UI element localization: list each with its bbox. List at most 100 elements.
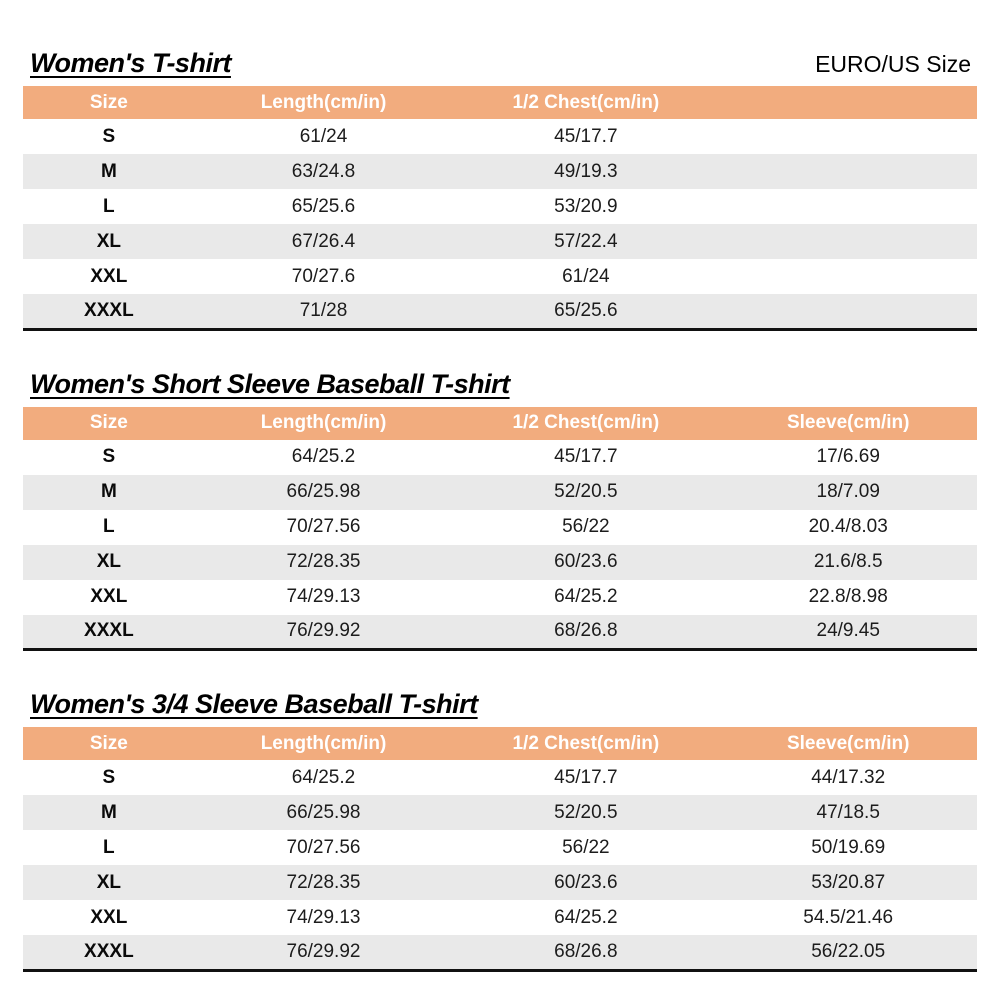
- value-cell: 64/25.2: [554, 586, 618, 607]
- value-cell: 72/28.35: [286, 871, 361, 893]
- value-cell: 56/22: [562, 516, 610, 537]
- size-table-womens-tshirt: Size Length(cm/in) 1/2 Chest(cm/in) S 61/24 4…: [23, 86, 977, 331]
- column-header: 1/2 Chest(cm/in): [452, 727, 720, 760]
- size-cell: XXL: [90, 265, 128, 287]
- value-cell: 45/17.7: [554, 446, 618, 467]
- size-table-short-sleeve-baseball: Size Length(cm/in) 1/2 Chest(cm/in) Sleeve(…: [23, 406, 977, 651]
- value-cell: 18/7.09: [816, 481, 880, 502]
- table-title: Women's Short Sleeve Baseball T-shirt: [30, 368, 510, 399]
- value-cell: [719, 294, 977, 329]
- value-cell: 50/19.69: [811, 836, 886, 858]
- header-row: Size Length(cm/in) 1/2 Chest(cm/in) Sleeve(…: [23, 406, 977, 440]
- title-row: Women's T-shirt EURO/US Size: [23, 48, 977, 79]
- value-cell: 45/17.7: [554, 766, 618, 788]
- section-three-quarter-sleeve-baseball: Women's 3/4 Sleeve Baseball T-shirt Size…: [23, 689, 977, 972]
- size-cell: S: [102, 446, 116, 467]
- table-row: S 64/25.2 45/17.7 44/17.32: [23, 760, 977, 795]
- value-cell: [719, 259, 977, 294]
- column-header: Sleeve(cm/in): [719, 406, 977, 440]
- column-header: Length(cm/in): [194, 86, 453, 119]
- value-cell: 65/25.6: [554, 299, 618, 321]
- value-cell: 66/25.98: [286, 481, 361, 502]
- value-cell: [719, 224, 977, 259]
- column-header: Size: [23, 86, 195, 119]
- value-cell: 57/22.4: [554, 230, 618, 252]
- size-cell: XXXL: [84, 299, 134, 321]
- size-cell: XL: [96, 551, 121, 572]
- value-cell: 20.4/8.03: [808, 516, 888, 537]
- value-cell: 49/19.3: [554, 160, 618, 182]
- value-cell: 68/26.8: [554, 620, 618, 642]
- table-row: M 66/25.98 52/20.5 18/7.09: [23, 474, 977, 510]
- value-cell: 52/20.5: [554, 481, 618, 502]
- value-cell: 53/20.9: [554, 195, 618, 217]
- value-cell: [719, 189, 977, 224]
- header-row: Size Length(cm/in) 1/2 Chest(cm/in): [23, 86, 977, 119]
- size-table-three-quarter-sleeve-baseball: Size Length(cm/in) 1/2 Chest(cm/in) Sleeve(…: [23, 727, 977, 972]
- table-row: XXXL 71/28 65/25.6: [23, 294, 977, 329]
- value-cell: 61/24: [299, 125, 348, 147]
- column-header: Sleeve(cm/in): [719, 727, 977, 760]
- value-cell: 45/17.7: [554, 125, 618, 147]
- value-cell: 70/27.56: [286, 836, 361, 858]
- value-cell: 72/28.35: [286, 551, 361, 572]
- column-header: 1/2 Chest(cm/in): [452, 86, 720, 119]
- value-cell: 64/25.2: [291, 766, 356, 788]
- size-cell: S: [102, 125, 116, 147]
- size-cell: L: [103, 195, 115, 217]
- column-header-empty: [719, 86, 977, 119]
- value-cell: 65/25.6: [291, 195, 356, 217]
- value-cell: 22.8/8.98: [808, 586, 888, 607]
- size-cell: M: [100, 481, 117, 502]
- table-row: S 61/24 45/17.7: [23, 119, 977, 154]
- size-cell: XL: [96, 230, 121, 252]
- unit-system-label: EURO/US Size: [815, 51, 971, 77]
- table-row: XL 67/26.4 57/22.4: [23, 224, 977, 259]
- size-cell: M: [100, 801, 117, 823]
- value-cell: 71/28: [299, 299, 348, 321]
- size-cell: S: [102, 766, 116, 788]
- section-short-sleeve-baseball: Women's Short Sleeve Baseball T-shirt Si…: [23, 369, 977, 651]
- value-cell: 68/26.8: [554, 940, 618, 962]
- table-row: XXXL 76/29.92 68/26.8 24/9.45: [23, 614, 977, 650]
- size-cell: XXXL: [84, 620, 134, 642]
- value-cell: 64/25.2: [291, 446, 356, 467]
- value-cell: 61/24: [562, 265, 610, 287]
- column-header: 1/2 Chest(cm/in): [452, 406, 720, 440]
- value-cell: 74/29.13: [286, 586, 361, 607]
- value-cell: 74/29.13: [286, 906, 361, 928]
- table-title: Women's 3/4 Sleeve Baseball T-shirt: [30, 689, 478, 719]
- column-header: Length(cm/in): [194, 727, 453, 760]
- table-row: XXL 70/27.6 61/24: [23, 259, 977, 294]
- value-cell: 17/6.69: [816, 446, 880, 467]
- table-row: M 66/25.98 52/20.5 47/18.5: [23, 795, 977, 830]
- table-row: XXL 74/29.13 64/25.2 22.8/8.98: [23, 580, 977, 615]
- value-cell: 21.6/8.5: [813, 551, 883, 572]
- value-cell: 66/25.98: [286, 801, 361, 823]
- title-row: Women's Short Sleeve Baseball T-shirt: [23, 369, 977, 400]
- column-header: Size: [23, 406, 195, 440]
- value-cell: 56/22.05: [811, 940, 886, 962]
- size-cell: L: [103, 836, 115, 858]
- size-cell: XL: [96, 871, 121, 893]
- value-cell: [719, 119, 977, 154]
- value-cell: 70/27.56: [286, 516, 361, 537]
- table-title: Women's T-shirt: [30, 48, 231, 78]
- table-row: L 70/27.56 56/22 50/19.69: [23, 830, 977, 865]
- value-cell: 70/27.6: [291, 265, 356, 287]
- size-cell: XXXL: [84, 940, 134, 962]
- value-cell: [719, 154, 977, 189]
- table-row: L 65/25.6 53/20.9: [23, 189, 977, 224]
- table-row: XL 72/28.35 60/23.6 21.6/8.5: [23, 544, 977, 580]
- header-row: Size Length(cm/in) 1/2 Chest(cm/in) Sleeve(…: [23, 727, 977, 760]
- title-row: Women's 3/4 Sleeve Baseball T-shirt: [23, 689, 977, 720]
- table-row: S 64/25.2 45/17.7 17/6.69: [23, 440, 977, 475]
- table-row: XXL 74/29.13 64/25.2 54.5/21.46: [23, 900, 977, 935]
- size-cell: L: [103, 516, 115, 537]
- table-row: L 70/27.56 56/22 20.4/8.03: [23, 510, 977, 545]
- value-cell: 63/24.8: [291, 160, 356, 182]
- value-cell: 56/22: [562, 836, 610, 858]
- value-cell: 67/26.4: [291, 230, 356, 252]
- size-cell: M: [100, 160, 117, 182]
